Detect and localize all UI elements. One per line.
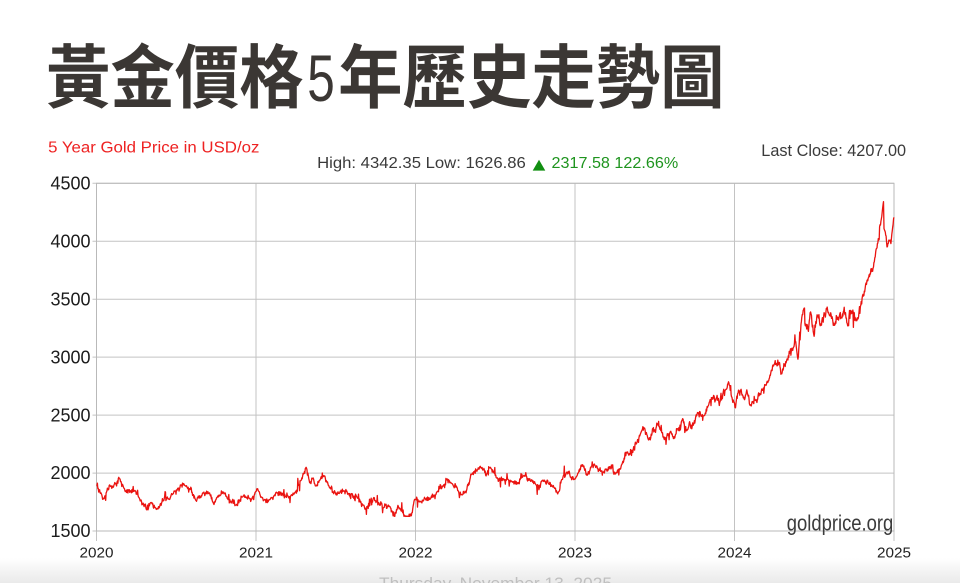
svg-text:2021: 2021	[239, 546, 273, 562]
svg-text:5: 5	[307, 42, 335, 116]
svg-text:Last Close: 4207.00: Last Close: 4207.00	[761, 141, 906, 160]
svg-text:2317.58 122.66%: 2317.58 122.66%	[552, 155, 679, 172]
svg-text:4500: 4500	[50, 174, 90, 194]
svg-text:2022: 2022	[399, 546, 433, 562]
svg-text:2023: 2023	[558, 546, 592, 562]
svg-text:3500: 3500	[50, 289, 90, 309]
svg-text:1500: 1500	[50, 521, 90, 541]
svg-text:Thursday, November 13, 2025: Thursday, November 13, 2025	[379, 574, 612, 583]
svg-text:3000: 3000	[50, 347, 90, 367]
svg-text:goldprice.org: goldprice.org	[787, 511, 894, 536]
svg-text:4000: 4000	[50, 231, 90, 251]
svg-text:2500: 2500	[50, 405, 90, 425]
svg-text:5 Year Gold Price in USD/oz: 5 Year Gold Price in USD/oz	[48, 139, 259, 156]
svg-text:2020: 2020	[80, 546, 114, 562]
svg-text:2024: 2024	[718, 546, 752, 562]
svg-text:2000: 2000	[50, 463, 90, 483]
svg-text:High: 4342.35 Low: 1626.86: High: 4342.35 Low: 1626.86	[317, 155, 526, 172]
svg-text:2025: 2025	[877, 546, 911, 562]
